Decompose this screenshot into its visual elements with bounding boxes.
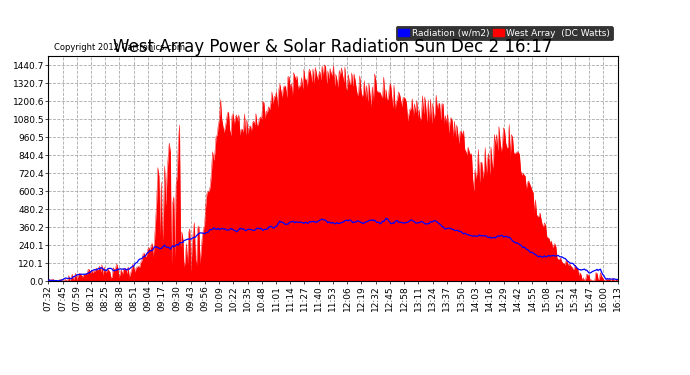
Title: West Array Power & Solar Radiation Sun Dec 2 16:17: West Array Power & Solar Radiation Sun D… bbox=[113, 38, 553, 56]
Text: Copyright 2012 Cartronics.com: Copyright 2012 Cartronics.com bbox=[54, 43, 185, 52]
Legend: Radiation (w/m2), West Array  (DC Watts): Radiation (w/m2), West Array (DC Watts) bbox=[395, 26, 613, 40]
